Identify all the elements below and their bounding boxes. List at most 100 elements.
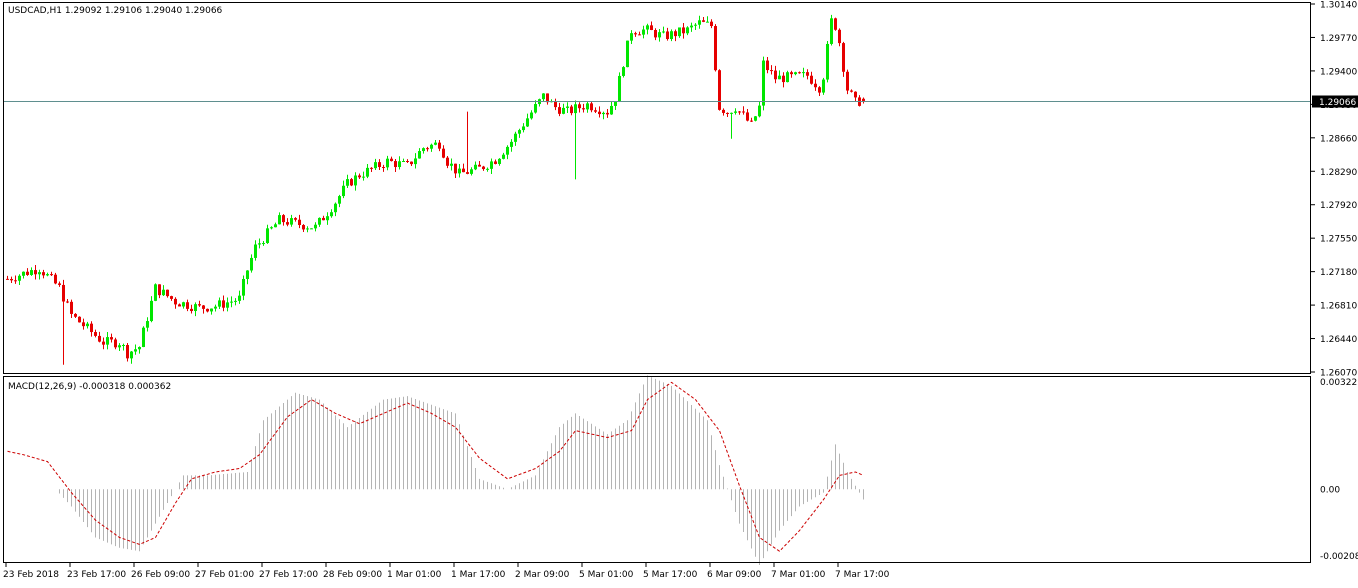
time-tick-label: 23 Feb 17:00 [67,570,126,580]
candle-body [842,43,845,72]
candle-body [450,163,453,166]
candle-body [82,322,85,327]
candle-body [366,167,369,177]
price-tick-label: 1.28660 [1320,134,1357,144]
candle-body [302,225,305,230]
candle-body [654,30,657,38]
candle-body [582,108,585,110]
candle-body [222,300,225,308]
candle-body [442,148,445,158]
candle-body [674,31,677,37]
candle-body [246,270,249,279]
candle-body [790,72,793,75]
candle-body [174,298,177,305]
candle-body [622,67,625,76]
chart-frame [3,2,1311,563]
macd-panel-header: MACD(12,26,9) -0.000318 0.000362 [8,382,171,392]
candle-body [850,90,853,92]
time-tick-label: 1 Mar 17:00 [451,570,506,580]
candle-body [542,93,545,100]
candle-body [694,24,697,26]
time-tick-label: 5 Mar 17:00 [643,570,698,580]
candle-body [750,120,753,122]
candle-body [370,167,373,169]
candle-body [670,31,673,40]
candle-body [182,302,185,307]
candle-body [58,283,61,285]
macd-tick-label: 0.003227 [1320,378,1358,388]
candle-body [386,158,389,168]
time-tick-label: 1 Mar 01:00 [387,570,442,580]
candle-body [802,72,805,74]
candle-body [162,289,165,296]
candle-body [686,27,689,34]
time-tick-label: 5 Mar 01:00 [579,570,634,580]
candle-body [338,196,341,204]
macd-tick-label: -0.002083 [1320,552,1358,562]
candle-body [730,112,733,114]
candle-body [198,304,201,306]
candle-body [402,160,405,162]
candle-body [786,72,789,83]
candle-body [6,278,9,280]
candle-body [474,164,477,170]
candle-body [210,308,213,312]
candle-body [142,327,145,348]
candle-body [854,91,857,98]
candle-body [862,98,865,102]
candle-body [294,218,297,220]
candle-body [214,306,217,309]
candle-body [726,112,729,114]
candle-body [586,103,589,110]
candle-body [578,104,581,109]
candle-body [62,284,65,302]
candle-body [458,168,461,174]
candle-body [14,280,17,282]
candle-body [782,75,785,83]
candle-body [230,301,233,303]
candle-body [298,219,301,226]
candle-body [518,130,521,134]
candle-body [238,295,241,301]
candle-body [634,33,637,35]
candle-body [202,305,205,309]
candle-body [206,308,209,312]
candle-body [234,300,237,302]
candle-body [774,70,777,80]
candlestick-series [6,14,865,365]
candle-body [570,106,573,114]
candle-body [534,104,537,113]
candle-body [510,141,513,147]
candle-body [362,176,365,178]
time-tick-label: 26 Feb 09:00 [131,570,190,580]
time-tick-label: 7 Mar 17:00 [835,570,890,580]
candle-body [758,105,761,117]
candle-body [286,222,289,225]
candle-body [250,257,253,271]
candle-body [390,158,393,162]
price-chart-header: USDCAD,H1 1.29092 1.29106 1.29040 1.2906… [8,6,223,16]
candle-body [514,133,517,142]
candle-body [838,29,841,44]
candle-body [126,345,129,359]
candle-body [22,271,25,276]
candle-body [746,112,749,121]
candle-body [398,161,401,168]
candle-body [522,126,525,131]
candle-body [662,31,665,33]
current-price-tag-box [1312,95,1358,108]
candle-body [682,27,685,34]
candle-body [486,168,489,170]
candle-body [690,25,693,28]
macd-tick-label: 0.00 [1320,486,1340,496]
time-tick-label: 6 Mar 09:00 [707,570,762,580]
candle-body [454,163,457,174]
candle-body [606,112,609,115]
candle-body [322,217,325,221]
candle-body [422,148,425,152]
candle-body [826,43,829,80]
time-tick-label: 27 Feb 17:00 [259,570,318,580]
candle-body [94,332,97,336]
